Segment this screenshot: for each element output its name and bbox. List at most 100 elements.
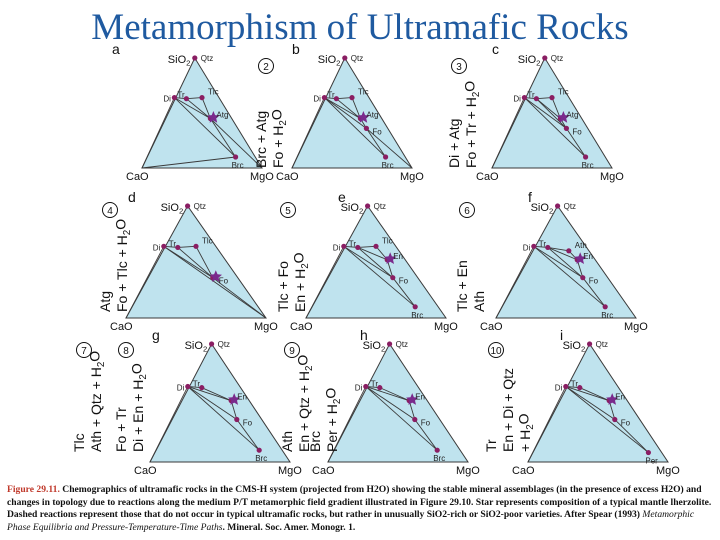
panel-letter-i: i: [560, 327, 563, 343]
tie-line: [614, 419, 649, 453]
corner-label-sio2: SiO2: [341, 202, 364, 215]
phase-label-tr: Tr: [539, 239, 547, 248]
phase-label-tlc: Tlc: [202, 236, 213, 245]
phase-point-di: [161, 243, 167, 249]
triangle-g: [149, 343, 291, 463]
reaction-text: Fo + H2O: [269, 109, 289, 168]
corner-label-sio2: SiO2: [531, 202, 554, 215]
reaction-text: En + Qtz + H2O: [295, 355, 315, 452]
reaction-text: Tr: [483, 439, 499, 452]
corner-label-cao: CaO: [126, 171, 149, 183]
phase-point-fo: [563, 125, 570, 131]
tie-line: [527, 386, 567, 463]
corner-label-mgo: MgO: [456, 465, 480, 477]
corner-label-mgo: MgO: [624, 321, 648, 333]
reaction-text: Ath + Qtz + H2O: [87, 351, 107, 452]
reaction-text: Tlc + Fo: [275, 261, 291, 312]
tie-line: [524, 97, 586, 158]
phase-label-brc: Brc: [232, 161, 244, 170]
phase-point-tr: [533, 96, 540, 102]
reaction-number-circle: [118, 342, 134, 358]
tie-line: [491, 97, 525, 169]
phase-label-qtz: Qtz: [194, 202, 206, 211]
reaction-text: Atg: [97, 291, 113, 312]
phase-label-qtz: Qtz: [396, 340, 408, 349]
reaction-text: Tlc: [71, 433, 87, 452]
tie-line: [366, 128, 386, 158]
corner-label-mgo: MgO: [434, 321, 458, 333]
tie-line: [187, 386, 232, 402]
phase-point-tlc: [199, 95, 205, 101]
reaction-text: Fo + Tr + H2O: [462, 81, 482, 168]
panel-letter-e: e: [338, 189, 346, 205]
reaction-10: 10 Tr En + Di + Qtz + H2O: [483, 342, 536, 452]
phase-label-tlc: Tlc: [358, 88, 369, 97]
corner-label-cao: CaO: [110, 321, 133, 333]
reaction-text: Di + En + H2O: [129, 363, 149, 452]
phase-label-tr: Tr: [527, 91, 535, 100]
phase-label-fo: Fo: [621, 419, 631, 428]
tie-line: [582, 277, 606, 308]
phase-label-brc: Brc: [601, 311, 613, 320]
triangle-h: [327, 343, 469, 463]
corner-label-sio2: SiO2: [363, 340, 386, 353]
phase-label-fo: Fo: [243, 419, 253, 428]
reaction-7: 7 Tlc Ath + Qtz + H2O: [71, 342, 107, 452]
corner-label-cao: CaO: [480, 321, 503, 333]
corner-label-mgo: MgO: [656, 465, 680, 477]
phase-label-tlc: Tlc: [558, 88, 569, 97]
tie-line: [536, 98, 567, 129]
corner-label-sio2: SiO2: [168, 54, 191, 67]
phase-label-di: Di: [333, 243, 341, 252]
tie-line: [533, 245, 584, 279]
tie-line: [324, 97, 386, 158]
phase-point-brc: [602, 304, 608, 310]
phase-label-qtz: Qtz: [201, 54, 213, 63]
reaction-number-circle: [76, 342, 92, 358]
panel-letter-c: c: [492, 41, 499, 57]
phase-point-tr: [577, 385, 583, 391]
tie-line: [495, 246, 535, 319]
phase-label-qtz: Qtz: [218, 340, 230, 349]
phase-label-qtz: Qtz: [564, 202, 576, 211]
phase-label-tr: Tr: [193, 380, 201, 389]
phase-point-qtz: [192, 55, 198, 61]
lherzolite-star: [209, 270, 222, 282]
phase-point-tr: [545, 244, 551, 251]
reaction-number: 3: [456, 62, 462, 73]
reaction-text: Fo + Tr: [113, 407, 129, 452]
reaction-3: 3 Di + Atg Fo + Tr + H2O: [446, 58, 482, 168]
triangle-d: [125, 205, 267, 319]
tie-line: [536, 97, 553, 100]
lherzolite-star: [228, 393, 241, 405]
phase-point-di: [185, 383, 191, 390]
reaction-number-circle: [280, 202, 296, 218]
panel-a: Qtz Di Tr Tlc Atg Brc SiO2 CaO MgO a: [112, 41, 274, 183]
reaction-number-circle: [258, 58, 274, 74]
caption-source-tail: . Mineral. Soc. Amer. Monogr. 1.: [222, 521, 356, 533]
phase-point-ath: [566, 248, 572, 254]
tie-line: [236, 419, 260, 451]
corner-label-sio2: SiO2: [161, 202, 184, 215]
phase-label-qtz: Qtz: [374, 202, 386, 211]
reaction-text: Fo + Tlc + H2O: [113, 219, 133, 312]
phase-label-qtz: Qtz: [551, 54, 563, 63]
phase-point-di: [521, 95, 528, 101]
tie-line: [351, 97, 361, 119]
phase-point-tlc: [549, 95, 555, 101]
panel-d: Qtz Di Tr Tlc Fo SiO2 CaO MgO d: [110, 189, 278, 333]
lherzolite-star: [357, 111, 370, 123]
phase-label-fo: Fo: [399, 277, 409, 286]
phase-label-di: Di: [555, 383, 563, 392]
tie-line: [177, 245, 197, 248]
phase-point-brc: [434, 447, 440, 453]
tie-line: [565, 386, 616, 420]
phase-label-brc: Brc: [382, 161, 394, 170]
phase-point-qtz: [342, 55, 348, 61]
tie-line: [186, 98, 211, 119]
corner-label-sio2: SiO2: [318, 54, 341, 67]
tie-line: [187, 386, 238, 420]
phase-point-tlc: [349, 95, 355, 101]
